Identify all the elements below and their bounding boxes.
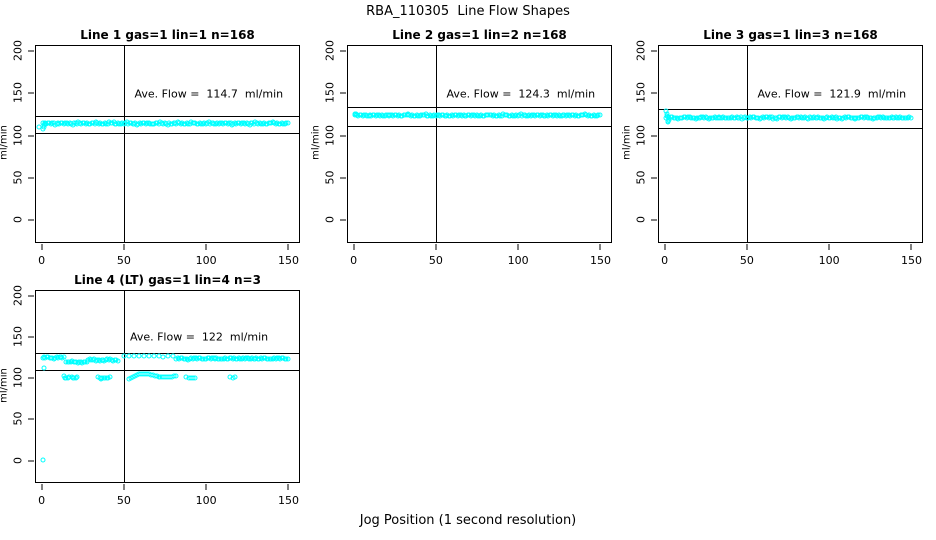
x-tick-label: 100 (818, 254, 840, 267)
ave-flow-annotation: Ave. Flow = 122 ml/min (129, 330, 269, 344)
data-point (353, 111, 359, 117)
panel-line-1: Line 1 gas=1 lin=1 n=168 ml/min Ave. Flo… (0, 28, 300, 267)
x-tick-mark (205, 244, 207, 250)
y-tick-mark (651, 177, 657, 179)
x-tick-label: 0 (38, 254, 46, 267)
x-tick-label: 50 (116, 494, 131, 507)
data-point (192, 375, 198, 380)
x-tick-mark (41, 484, 43, 490)
reference-vline (436, 46, 438, 242)
y-tick-mark (651, 219, 657, 221)
data-point (908, 115, 914, 121)
plot-area: Ave. Flow = 114.7 ml/min (35, 45, 300, 243)
y-tick-mark (340, 177, 346, 179)
reference-vline (124, 46, 126, 242)
x-tick-mark (41, 244, 43, 250)
y-tick-mark (28, 135, 34, 137)
reference-vline (747, 46, 749, 242)
plot-area: Ave. Flow = 124.3 ml/min (347, 45, 612, 243)
x-tick-mark (910, 244, 912, 250)
reference-hline (36, 133, 299, 135)
ave-flow-annotation: Ave. Flow = 124.3 ml/min (446, 87, 596, 101)
data-point (107, 374, 113, 380)
y-tick-mark (651, 92, 657, 94)
x-tick-mark (599, 244, 601, 250)
x-tick-mark (287, 484, 289, 490)
x-tick-label: 150 (277, 494, 299, 507)
x-tick-mark (746, 244, 748, 250)
plot-area: Ave. Flow = 122 ml/min (35, 290, 300, 483)
x-axis-label: Jog Position (1 second resolution) (359, 513, 577, 528)
data-point (173, 373, 179, 379)
figure-title: RBA_110305 Line Flow Shapes (366, 4, 570, 19)
y-tick-mark (28, 295, 34, 297)
x-tick-label: 100 (195, 254, 217, 267)
reference-hline (36, 370, 299, 372)
data-point (232, 374, 238, 380)
data-point (115, 358, 121, 364)
x-tick-mark (287, 244, 289, 250)
x-tick-label: 0 (661, 254, 669, 267)
y-tick-mark (28, 460, 34, 462)
x-tick-mark (353, 244, 355, 250)
data-point (74, 374, 80, 380)
panel-line-2: Line 2 gas=1 lin=2 n=168 ml/min Ave. Flo… (311, 28, 612, 267)
data-point (597, 112, 603, 118)
reference-hline (659, 109, 922, 111)
x-tick-label: 0 (38, 494, 46, 507)
y-tick-mark (28, 336, 34, 338)
reference-vline (124, 291, 126, 482)
data-point (42, 121, 48, 127)
x-tick-label: 150 (277, 254, 299, 267)
y-tick-mark (340, 50, 346, 52)
panel-title: Line 2 gas=1 lin=2 n=168 (392, 28, 567, 42)
panel-title: Line 3 gas=1 lin=3 n=168 (703, 28, 878, 42)
x-tick-mark (205, 484, 207, 490)
ave-flow-annotation: Ave. Flow = 121.9 ml/min (757, 87, 907, 101)
x-tick-mark (517, 244, 519, 250)
y-tick-mark (28, 377, 34, 379)
reference-hline (348, 107, 611, 109)
y-tick-mark (28, 418, 34, 420)
x-tick-label: 150 (900, 254, 922, 267)
data-point (285, 356, 291, 362)
x-tick-label: 50 (116, 254, 131, 267)
panel-title: Line 4 (LT) gas=1 lin=4 n=3 (74, 273, 261, 287)
x-tick-label: 50 (428, 254, 443, 267)
data-point (666, 117, 672, 123)
y-tick-mark (28, 177, 34, 179)
data-point (41, 365, 46, 371)
reference-hline (36, 115, 299, 117)
x-tick-mark (664, 244, 666, 250)
y-tick-mark (651, 50, 657, 52)
y-tick-mark (28, 50, 34, 52)
x-tick-mark (123, 244, 125, 250)
y-tick-mark (340, 219, 346, 221)
data-point (40, 457, 46, 463)
y-tick-mark (340, 92, 346, 94)
x-tick-label: 0 (350, 254, 358, 267)
ave-flow-annotation: Ave. Flow = 114.7 ml/min (134, 87, 284, 101)
panel-line-3: Line 3 gas=1 lin=3 n=168 ml/min Ave. Flo… (622, 28, 923, 267)
plot-area: Ave. Flow = 121.9 ml/min (658, 45, 923, 243)
y-tick-mark (28, 219, 34, 221)
x-tick-label: 150 (589, 254, 611, 267)
panel-title: Line 1 gas=1 lin=1 n=168 (80, 28, 255, 42)
data-point (285, 120, 291, 126)
x-tick-mark (828, 244, 830, 250)
panel-line-4: Line 4 (LT) gas=1 lin=4 n=3 ml/min Ave. … (0, 273, 300, 507)
y-tick-mark (28, 92, 34, 94)
reference-hline (348, 125, 611, 127)
x-tick-mark (435, 244, 437, 250)
y-tick-mark (651, 135, 657, 137)
x-tick-mark (123, 484, 125, 490)
reference-hline (659, 127, 922, 129)
x-tick-label: 100 (507, 254, 529, 267)
y-tick-mark (340, 135, 346, 137)
x-tick-label: 50 (739, 254, 754, 267)
x-tick-label: 100 (195, 494, 217, 507)
